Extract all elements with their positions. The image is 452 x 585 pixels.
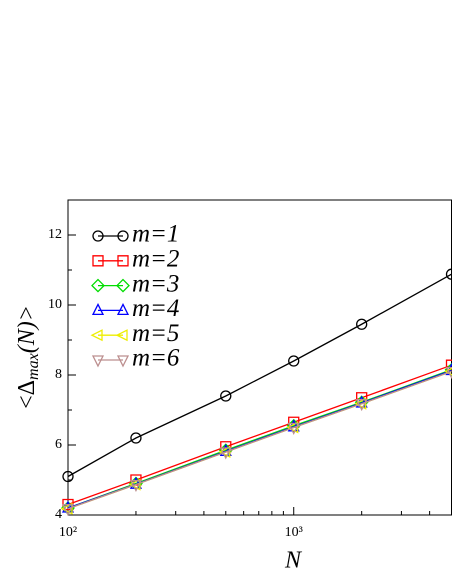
marker bbox=[91, 278, 105, 293]
marker bbox=[129, 479, 143, 493]
marker bbox=[354, 397, 367, 410]
marker bbox=[116, 302, 130, 316]
legend-label: m=4 bbox=[132, 295, 179, 322]
marker bbox=[287, 422, 300, 435]
x-tick-label: 10² bbox=[59, 525, 77, 540]
legend-label: m=1 bbox=[132, 221, 179, 248]
x-tick-label: 10³ bbox=[285, 525, 303, 540]
series-line bbox=[67, 273, 452, 478]
legend-label: m=2 bbox=[132, 246, 179, 273]
x-axis-label: N bbox=[284, 548, 303, 574]
marker bbox=[60, 502, 73, 515]
y-label-part: <Δ bbox=[14, 380, 40, 409]
marker bbox=[90, 329, 103, 342]
marker bbox=[286, 421, 299, 434]
marker bbox=[92, 255, 104, 267]
marker bbox=[115, 329, 128, 342]
series-line bbox=[67, 364, 452, 506]
legend-label: m=3 bbox=[132, 270, 179, 297]
y-tick-label: 8 bbox=[55, 367, 62, 382]
y-tick-label: 10 bbox=[48, 297, 62, 312]
marker bbox=[218, 445, 231, 459]
y-tick-label: 6 bbox=[55, 437, 62, 452]
series-line bbox=[67, 370, 452, 510]
marker bbox=[355, 399, 368, 412]
plot-frame bbox=[67, 199, 452, 516]
marker bbox=[220, 390, 232, 402]
y-label-part: max bbox=[25, 353, 42, 380]
marker bbox=[444, 367, 452, 376]
y-axis-label: <Δmax(N)> bbox=[14, 305, 42, 409]
marker bbox=[288, 355, 300, 367]
legend-label: m=5 bbox=[132, 320, 179, 347]
y-label-part: (N)> bbox=[14, 305, 40, 353]
y-tick-label: 4 bbox=[55, 507, 62, 522]
marker bbox=[117, 230, 129, 242]
marker bbox=[62, 470, 74, 483]
marker bbox=[128, 478, 141, 491]
marker bbox=[92, 230, 104, 242]
marker bbox=[356, 318, 368, 330]
marker bbox=[61, 504, 75, 517]
y-tick-label: 12 bbox=[48, 227, 62, 242]
legend-label: m=6 bbox=[132, 345, 180, 372]
marker bbox=[219, 447, 232, 460]
marker bbox=[130, 432, 142, 444]
marker bbox=[91, 355, 105, 368]
marker bbox=[116, 355, 130, 368]
marker bbox=[116, 278, 130, 293]
marker bbox=[117, 255, 129, 267]
marker bbox=[91, 302, 105, 316]
